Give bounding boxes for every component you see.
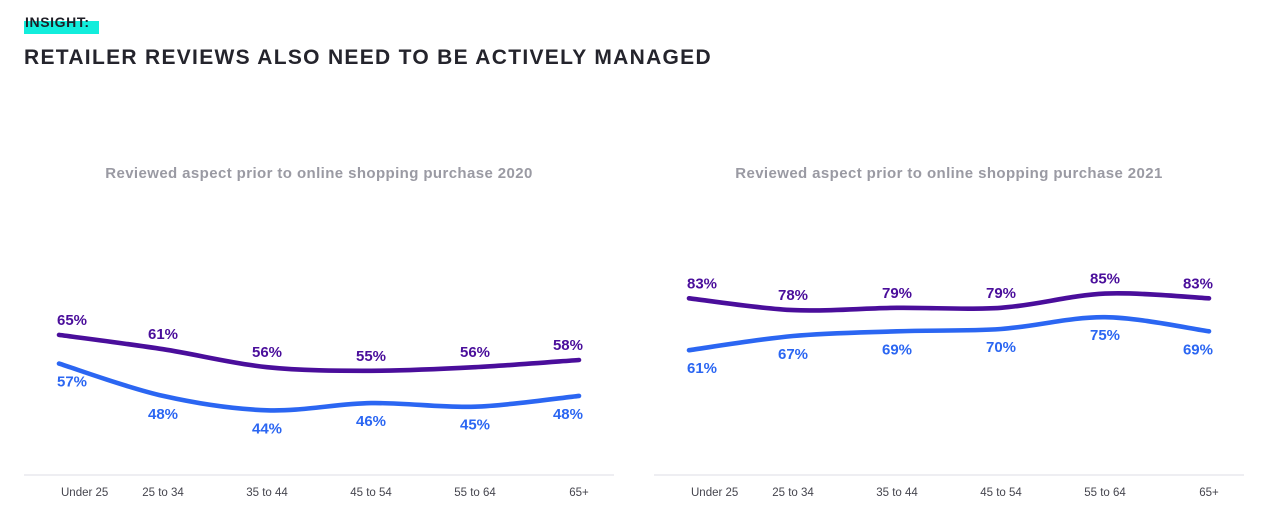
data-point-label: 79% xyxy=(882,285,912,302)
data-point-label: 48% xyxy=(148,406,178,423)
chart-2020: Reviewed aspect prior to online shopping… xyxy=(24,166,614,503)
page-title: RETAILER REVIEWS ALSO NEED TO BE ACTIVEL… xyxy=(24,46,712,69)
data-point-label: 79% xyxy=(986,285,1016,302)
data-point-label: 75% xyxy=(1090,327,1120,344)
purple-line xyxy=(686,291,1212,313)
data-point-label: 69% xyxy=(1183,341,1213,358)
data-point-label: 70% xyxy=(986,339,1016,356)
data-point-label: 56% xyxy=(460,344,490,361)
chart-2021: Reviewed aspect prior to online shopping… xyxy=(654,166,1244,503)
insight-label: INSIGHT: xyxy=(24,14,99,34)
data-point-label: 78% xyxy=(778,287,808,304)
x-tick-label: 45 to 54 xyxy=(350,487,392,499)
x-tick-label: Under 25 xyxy=(691,487,738,499)
x-tick-label: 55 to 64 xyxy=(454,487,496,499)
x-tick-label: 35 to 44 xyxy=(246,487,288,499)
x-tick-label: 25 to 34 xyxy=(772,487,814,499)
data-point-label: 65% xyxy=(57,312,87,329)
data-point-label: 57% xyxy=(57,374,87,391)
data-point-label: 85% xyxy=(1090,271,1120,288)
charts-row: Reviewed aspect prior to online shopping… xyxy=(24,166,1244,503)
data-point-label: 48% xyxy=(553,406,583,423)
data-point-label: 83% xyxy=(687,275,717,292)
data-point-label: 56% xyxy=(252,344,282,361)
data-point-label: 58% xyxy=(553,337,583,354)
x-tick-label: 65+ xyxy=(1199,487,1219,499)
x-tick-label: Under 25 xyxy=(61,487,108,499)
data-point-label: 44% xyxy=(252,420,282,437)
x-tick-label: 45 to 54 xyxy=(980,487,1022,499)
x-tick-label: 35 to 44 xyxy=(876,487,918,499)
x-tick-label: 55 to 64 xyxy=(1084,487,1126,499)
blue-line xyxy=(56,361,582,413)
purple-line xyxy=(56,332,582,374)
data-point-label: 46% xyxy=(356,413,386,430)
data-point-label: 83% xyxy=(1183,275,1213,292)
chart-title-2021: Reviewed aspect prior to online shopping… xyxy=(735,165,1163,182)
chart-title-2020: Reviewed aspect prior to online shopping… xyxy=(105,165,533,182)
data-point-label: 45% xyxy=(460,417,490,434)
data-point-label: 69% xyxy=(882,341,912,358)
blue-line xyxy=(686,314,1212,353)
line-chart-2021: Under 25 25 to 34 35 to 44 45 to 54 55 to 64… xyxy=(654,271,1244,499)
data-point-label: 61% xyxy=(687,360,717,377)
x-tick-label: 25 to 34 xyxy=(142,487,184,499)
data-point-label: 55% xyxy=(356,348,386,365)
line-chart-2020: Under 25 25 to 34 35 to 44 45 to 54 55 to 64… xyxy=(24,312,614,499)
header: INSIGHT: RETAILER REVIEWS ALSO NEED TO B… xyxy=(24,14,1244,70)
data-point-label: 67% xyxy=(778,346,808,363)
x-tick-label: 65+ xyxy=(569,487,589,499)
data-point-label: 61% xyxy=(148,326,178,343)
